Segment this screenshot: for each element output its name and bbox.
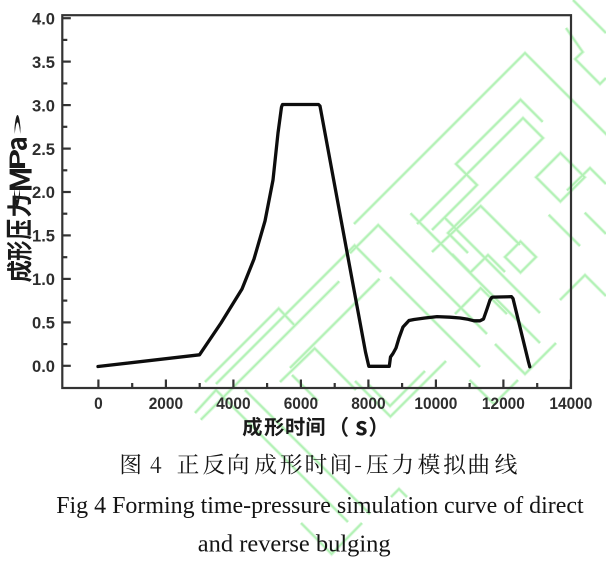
- svg-text:4.0: 4.0: [32, 9, 55, 28]
- svg-text:2.0: 2.0: [32, 183, 55, 202]
- svg-text:6000: 6000: [284, 394, 318, 413]
- svg-text:3.5: 3.5: [32, 53, 55, 72]
- svg-text:14000: 14000: [549, 394, 592, 413]
- svg-text:1.5: 1.5: [32, 227, 55, 246]
- svg-text:12000: 12000: [482, 394, 525, 413]
- svg-text:0: 0: [94, 394, 103, 413]
- svg-text:1.0: 1.0: [32, 270, 55, 289]
- svg-text:3.0: 3.0: [32, 96, 55, 115]
- svg-text:2.5: 2.5: [32, 140, 55, 159]
- svg-text:Fig 4 Forming time-pressure si: Fig 4 Forming time-pressure simulation c…: [56, 493, 584, 519]
- svg-text:10000: 10000: [414, 394, 457, 413]
- svg-text:8000: 8000: [351, 394, 385, 413]
- svg-text:4000: 4000: [216, 394, 250, 413]
- svg-text:2000: 2000: [149, 394, 183, 413]
- svg-text:0.5: 0.5: [32, 314, 55, 333]
- svg-text:0.0: 0.0: [32, 357, 55, 376]
- svg-text:and reverse bulging: and reverse bulging: [198, 531, 391, 557]
